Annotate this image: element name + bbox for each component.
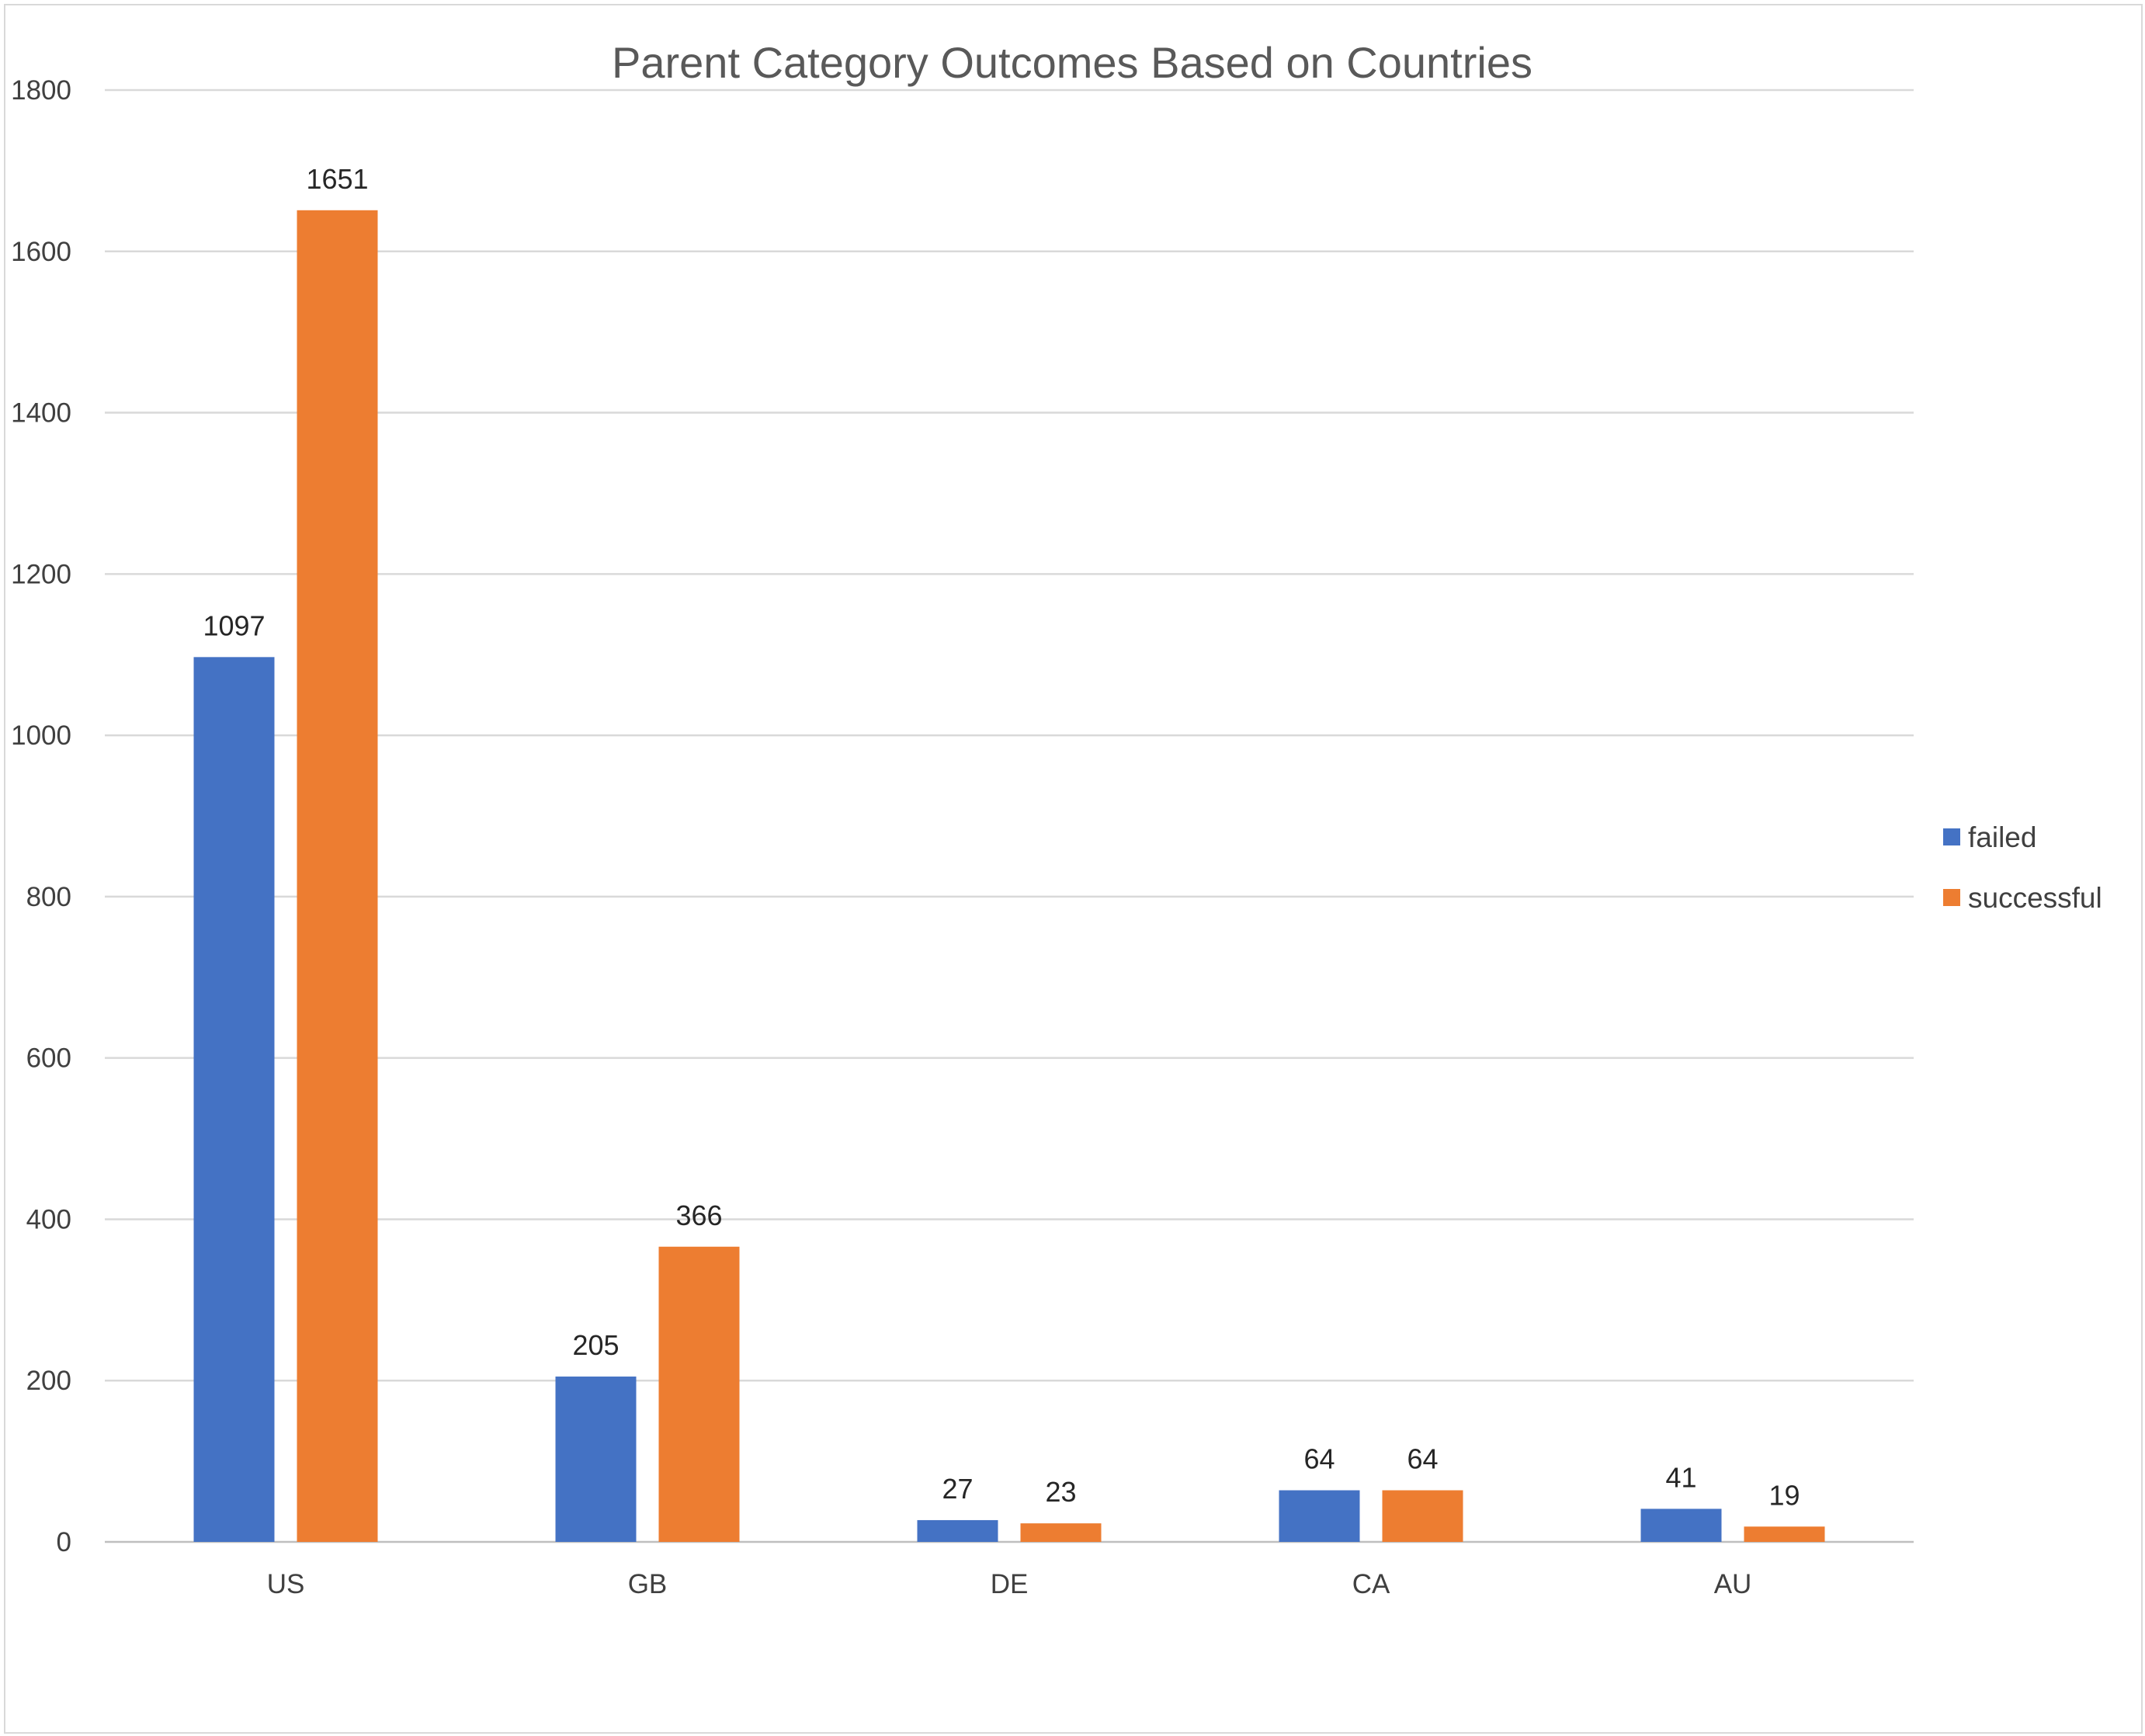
data-label-successful-au: 19 [1768,1479,1800,1511]
y-tick-label: 800 [26,882,71,912]
x-tick-label-us: US [267,1569,305,1599]
data-label-failed-au: 41 [1665,1461,1696,1493]
y-tick-label: 1800 [11,75,71,106]
bar-successful-de [1020,1523,1102,1542]
x-tick-label-de: DE [991,1569,1029,1599]
data-label-successful-us: 1651 [306,163,368,195]
x-axis-ticks: US GB DE CA AU [267,1569,1752,1599]
bar-failed-au [1640,1509,1722,1542]
y-tick-label: 1200 [11,559,71,589]
data-labels: 1097 1651 205 366 27 23 64 64 41 19 [203,163,1800,1511]
data-label-successful-gb: 366 [675,1200,722,1231]
bar-failed-gb [555,1377,637,1542]
y-tick-label: 200 [26,1366,71,1396]
y-tick-label: 0 [57,1527,71,1557]
y-tick-label: 400 [26,1204,71,1234]
legend-label-failed: failed [1968,821,2036,853]
bar-successful-au [1744,1526,1825,1542]
y-tick-label: 1400 [11,398,71,429]
legend-swatch-failed [1943,828,1960,845]
gridlines [105,89,1914,1543]
y-tick-label: 1600 [11,237,71,267]
y-tick-label: 600 [26,1043,71,1074]
data-label-failed-gb: 205 [572,1329,619,1361]
x-tick-label-ca: CA [1352,1569,1390,1599]
data-label-successful-de: 23 [1045,1476,1076,1508]
data-label-failed-ca: 64 [1303,1443,1335,1475]
y-axis-ticks: 0 200 400 600 800 1000 1200 1400 1600 1800 [11,75,71,1557]
bar-failed-de [917,1519,998,1542]
bars [193,210,1825,1542]
bar-failed-us [193,657,275,1542]
x-tick-label-gb: GB [628,1569,668,1599]
chart-title: Parent Category Outcomes Based on Countr… [612,38,1532,87]
data-label-failed-us: 1097 [203,609,265,641]
data-label-successful-ca: 64 [1407,1443,1438,1475]
x-tick-label-au: AU [1714,1569,1752,1599]
bar-successful-gb [658,1246,740,1542]
bar-successful-us [297,210,378,1542]
legend-label-successful: successful [1968,882,2102,914]
bar-successful-ca [1382,1490,1463,1542]
legend: failed successful [1943,821,2102,914]
data-label-failed-de: 27 [942,1473,973,1505]
y-tick-label: 1000 [11,720,71,751]
bar-failed-ca [1279,1490,1360,1542]
legend-swatch-successful [1943,889,1960,906]
